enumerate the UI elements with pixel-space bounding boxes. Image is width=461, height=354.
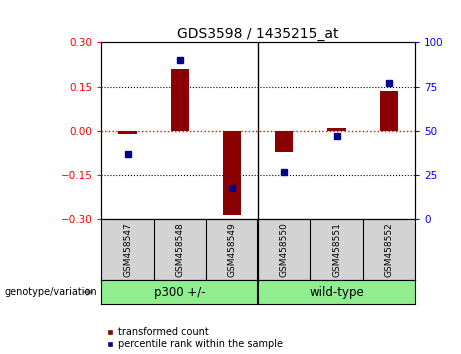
Text: p300 +/-: p300 +/-	[154, 286, 206, 298]
Bar	[275, 131, 293, 152]
Text: GSM458552: GSM458552	[384, 222, 393, 277]
Text: GSM458551: GSM458551	[332, 222, 341, 278]
Bar	[379, 91, 398, 131]
Bar	[171, 69, 189, 131]
Bar	[327, 128, 346, 131]
Title: GDS3598 / 1435215_at: GDS3598 / 1435215_at	[177, 28, 339, 41]
Text: GSM458548: GSM458548	[175, 222, 184, 277]
Bar	[118, 131, 136, 134]
Text: GSM458549: GSM458549	[228, 222, 236, 277]
Text: wild-type: wild-type	[309, 286, 364, 298]
Text: genotype/variation: genotype/variation	[5, 287, 97, 297]
Text: GSM458550: GSM458550	[280, 222, 289, 278]
Bar	[223, 131, 241, 215]
Text: GSM458547: GSM458547	[123, 222, 132, 277]
Legend: transformed count, percentile rank within the sample: transformed count, percentile rank withi…	[106, 327, 283, 349]
